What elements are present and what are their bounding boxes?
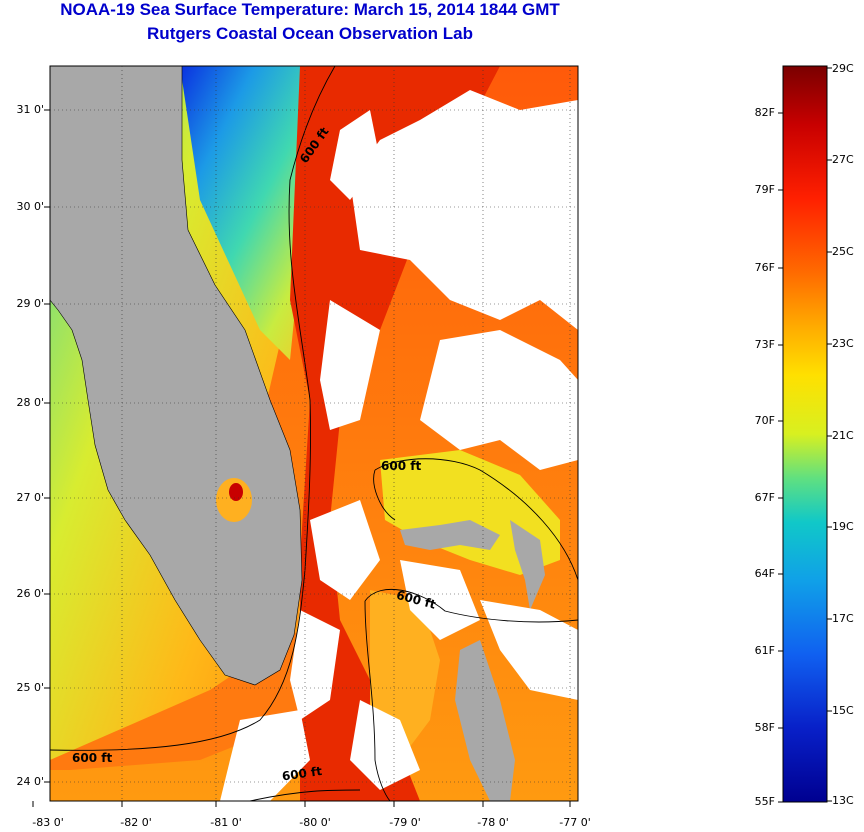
- lat-label: 25 0': [16, 681, 44, 694]
- lon-label: -82 0': [120, 816, 152, 829]
- colorbar-f-label: 73F: [754, 338, 775, 351]
- axis-ticks: [32, 109, 571, 807]
- colorbar-c-label: 17C: [832, 612, 854, 625]
- contour-label: 600 ft: [381, 459, 421, 473]
- colorbar-c-label: 13C: [832, 794, 854, 807]
- lat-label: 30 0': [16, 200, 44, 213]
- andros: [455, 640, 515, 801]
- abaco: [510, 520, 545, 610]
- isobath-600ft: [50, 66, 578, 801]
- colorbar-ticks: [778, 67, 832, 803]
- graticule: [50, 66, 578, 801]
- colorbar: [782, 65, 828, 803]
- colorbar-f-label: 82F: [754, 106, 775, 119]
- colorbar-f-label: 61F: [754, 644, 775, 657]
- contour-label: 600 ft: [281, 764, 323, 783]
- grand-bahama: [400, 520, 500, 550]
- colorbar-f-label: 76F: [754, 261, 775, 274]
- lon-label: -78 0': [477, 816, 509, 829]
- lon-label: -81 0': [210, 816, 242, 829]
- colorbar-c-label: 29C: [832, 62, 854, 75]
- lat-label: 26 0': [16, 587, 44, 600]
- colorbar-c-label: 27C: [832, 153, 854, 166]
- cloud-cover: [220, 90, 578, 801]
- lat-label: 28 0': [16, 396, 44, 409]
- colorbar-c-label: 21C: [832, 429, 854, 442]
- colorbar-f-label: 58F: [754, 721, 775, 734]
- colorbar-f-label: 70F: [754, 414, 775, 427]
- colorbar-f-label: 67F: [754, 491, 775, 504]
- map-title: NOAA-19 Sea Surface Temperature: March 1…: [60, 0, 560, 19]
- florida-land: [50, 66, 303, 686]
- lat-label: 27 0': [16, 491, 44, 504]
- lon-label: -80 0': [299, 816, 331, 829]
- colorbar-c-label: 15C: [832, 704, 854, 717]
- lake-core: [229, 483, 243, 501]
- lat-label: 29 0': [16, 297, 44, 310]
- colorbar-f-label: 79F: [754, 183, 775, 196]
- colorbar-f-label: 55F: [754, 795, 775, 808]
- lat-label: 24 0': [16, 775, 44, 788]
- colorbar-f-label: 64F: [754, 567, 775, 580]
- contour-label: 600 ft: [72, 751, 112, 765]
- lon-label: -79 0': [389, 816, 421, 829]
- map-subtitle: Rutgers Coastal Ocean Observation Lab: [147, 24, 473, 43]
- gulf-stream: [290, 66, 500, 801]
- colorbar-c-label: 25C: [832, 245, 854, 258]
- lon-label: -83 0': [32, 816, 64, 829]
- colorbar-c-label: 23C: [832, 337, 854, 350]
- map-frame: [49, 65, 579, 802]
- lon-label: -77 0': [559, 816, 591, 829]
- colorbar-c-label: 19C: [832, 520, 854, 533]
- lat-label: 31 0': [16, 103, 44, 116]
